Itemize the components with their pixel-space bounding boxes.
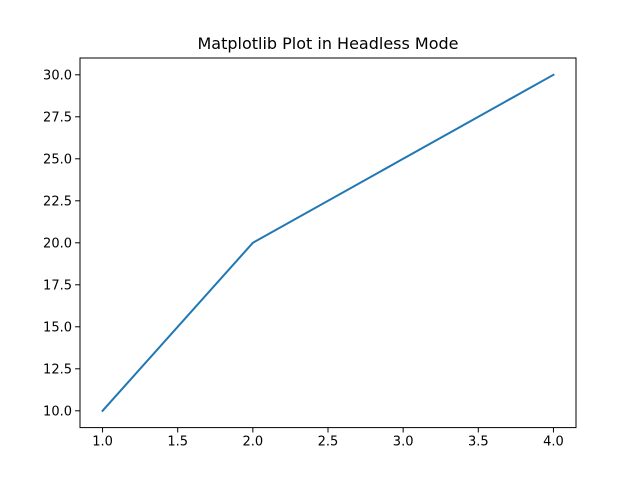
y-tick-label: 30.0: [43, 68, 72, 83]
y-tick-label: 25.0: [43, 152, 72, 167]
y-tick-label: 17.5: [43, 278, 72, 293]
x-tick-label: 3.5: [468, 435, 489, 450]
y-tick-label: 27.5: [43, 110, 72, 125]
y-tick-label: 22.5: [43, 194, 72, 209]
x-axis: 1.0 1.5 2.0 2.5 3.0 3.5 4.0: [92, 427, 564, 450]
chart-title: Matplotlib Plot in Headless Mode: [197, 34, 458, 53]
x-tick-label: 3.0: [393, 435, 414, 450]
y-tick-label: 12.5: [43, 362, 72, 377]
y-tick-label: 10.0: [43, 404, 72, 419]
x-tick-label: 1.5: [167, 435, 188, 450]
y-tick-label: 20.0: [43, 236, 72, 251]
x-tick-label: 4.0: [543, 435, 564, 450]
x-tick-label: 1.0: [92, 435, 113, 450]
y-axis: 10.0 12.5 15.0 17.5 20.0 22.5 25.0 27.5 30.0: [43, 68, 80, 419]
x-tick-label: 2.5: [318, 435, 339, 450]
plot-area: [101, 73, 555, 413]
series-line: [101, 73, 555, 413]
x-tick-label: 2.0: [243, 435, 264, 450]
y-tick-label: 15.0: [43, 320, 72, 335]
